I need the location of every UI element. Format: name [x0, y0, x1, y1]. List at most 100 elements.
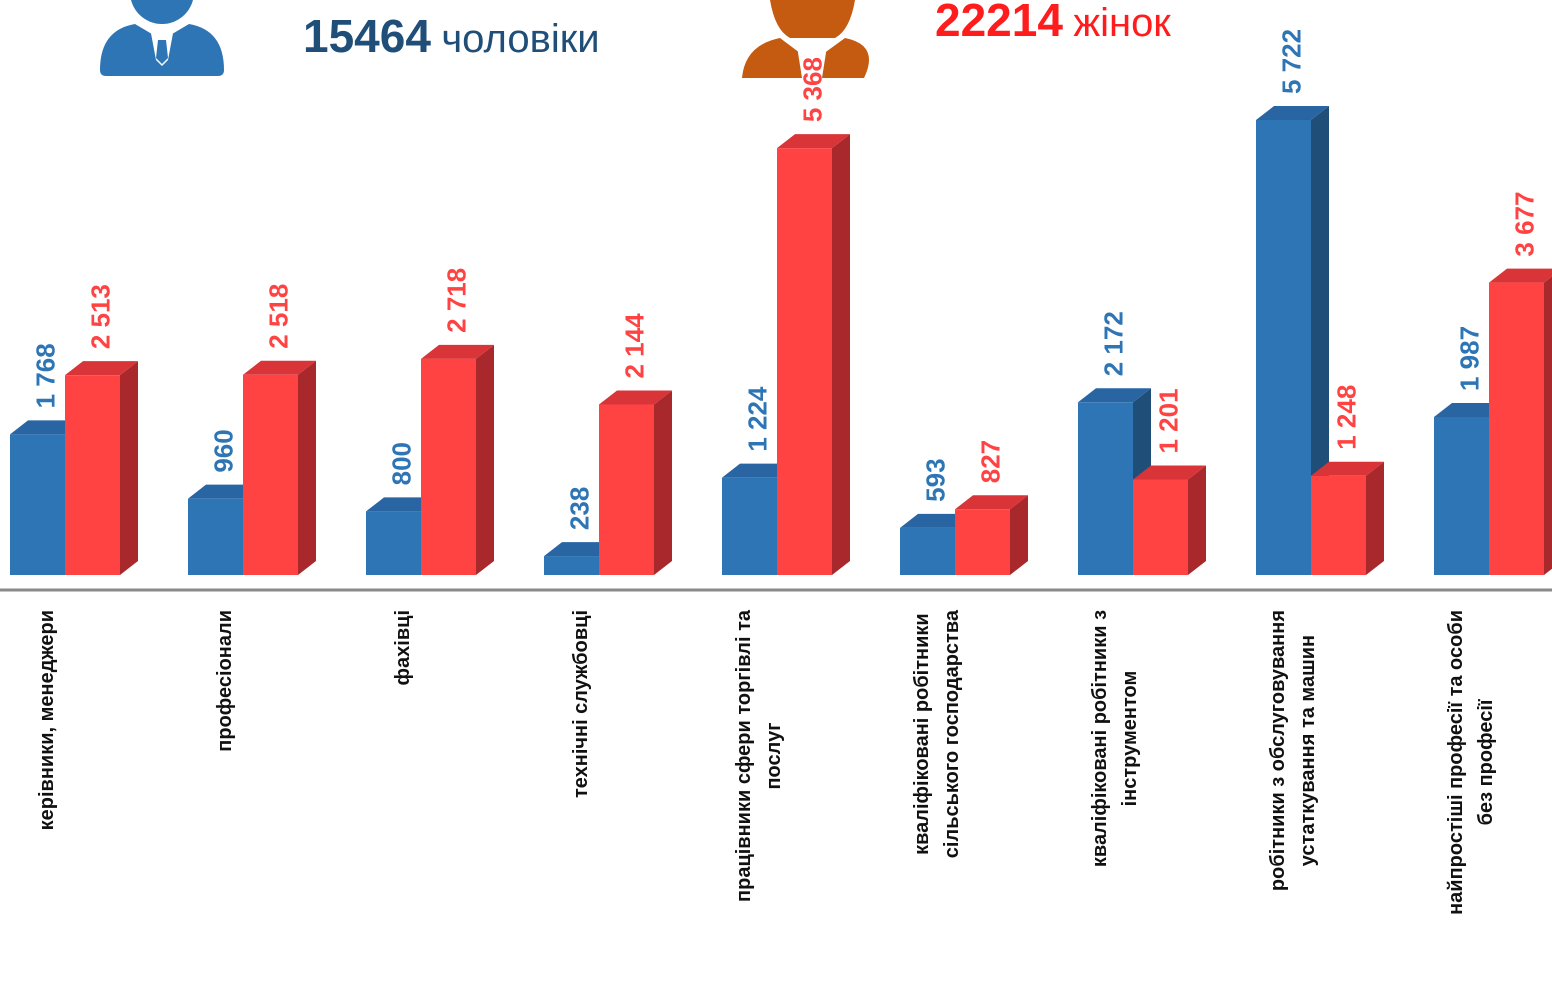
x-tick-label: кваліфіковані робітники з інструментом [1089, 610, 1141, 867]
bar-front [421, 358, 476, 575]
women-total: 22214 [935, 0, 1063, 46]
value-label: 2 518 [264, 284, 294, 349]
bar-side [1188, 465, 1206, 575]
bar-top [777, 134, 850, 149]
bar-top [1434, 402, 1507, 417]
bar-top [722, 463, 795, 478]
bar-front [1434, 416, 1489, 575]
bar-top [65, 361, 138, 376]
bar [777, 134, 850, 576]
x-tick-label: технічні службовці [570, 610, 592, 798]
x-tick-label-line: керівники, менеджери [36, 610, 58, 830]
x-tick-label-line: кваліфіковані робітники з [1089, 610, 1111, 867]
bar [1311, 461, 1384, 575]
bar-top [1078, 388, 1151, 403]
x-tick-label-line: працівники сфери торгівлі та [733, 609, 755, 902]
bar-side [298, 360, 316, 575]
value-label: 5 368 [798, 57, 828, 122]
value-label: 5 722 [1277, 29, 1307, 94]
bar [65, 361, 138, 575]
bar-front [1489, 282, 1544, 575]
bar-top [900, 513, 973, 528]
value-label: 2 718 [442, 268, 472, 333]
bar [599, 390, 672, 575]
bar-front [777, 148, 832, 576]
value-label: 1 224 [743, 386, 773, 452]
bar-front [599, 404, 654, 575]
woman-icon [742, 0, 870, 78]
value-label: 593 [921, 458, 951, 501]
x-tick-label-line: робітники з обслуговування [1267, 610, 1289, 891]
x-tick-label-line: кваліфіковані робітники [911, 613, 933, 855]
bar-front [1311, 475, 1366, 575]
bar-front [366, 511, 421, 575]
bar-top [1256, 106, 1329, 120]
bar-top [955, 495, 1028, 510]
value-label: 960 [209, 429, 239, 472]
x-tick-label-line: професіонали [214, 610, 236, 752]
x-tick-label: робітники з обслуговування устаткування т… [1267, 610, 1319, 891]
bar [1489, 268, 1552, 575]
legend-label: чоловіки [441, 17, 599, 61]
bar-front [65, 375, 120, 575]
bar [1256, 106, 1329, 575]
bar-top [243, 360, 316, 375]
value-label: 1 768 [31, 343, 61, 408]
x-tick-label-line: без професії [1475, 699, 1497, 825]
x-tick-label-line: інструментом [1119, 671, 1141, 807]
x-tick-label: працівники сфери торгівлі та послуг [733, 609, 785, 902]
x-tick-label-line: послуг [763, 722, 785, 789]
bar-front [1078, 402, 1133, 575]
value-label: 1 248 [1332, 385, 1362, 450]
chart-area [10, 106, 1552, 576]
bar-front [188, 498, 243, 575]
bar-front [544, 556, 599, 575]
x-tick-label-line: найпростіші професії та особи [1445, 610, 1467, 915]
x-tick-label-line: технічні службовці [570, 610, 592, 798]
x-tick-label: кваліфіковані робітники сільського господ… [911, 609, 963, 858]
value-label: 1 987 [1455, 326, 1485, 391]
bar-front [955, 509, 1010, 575]
bar-top [421, 344, 494, 359]
value-label: 2 513 [86, 284, 116, 349]
bar-side [476, 344, 494, 575]
bar-top [1133, 465, 1206, 480]
bar-side [832, 134, 850, 576]
bar-side [1366, 461, 1384, 575]
bar-side [1010, 495, 1028, 575]
bar-top [188, 484, 261, 499]
x-tick-label-line: фахівці [392, 610, 414, 685]
bar-side [120, 361, 138, 575]
bar [243, 360, 316, 575]
bar-side [654, 390, 672, 575]
bar-side [1544, 276, 1552, 575]
x-tick-label: керівники, менеджери [36, 610, 58, 830]
x-tick-label-line: устаткування та машин [1297, 635, 1319, 866]
value-label: 2 144 [620, 313, 650, 379]
value-label: 827 [976, 440, 1006, 483]
value-label: 1 201 [1154, 388, 1184, 453]
x-tick-label: фахівці [392, 610, 414, 685]
legend-label: жінок [1073, 1, 1171, 45]
bar [1133, 465, 1206, 575]
bar-top [1311, 461, 1384, 476]
value-label: 3 677 [1510, 192, 1540, 257]
x-tick-label: найпростіші професії та особи без професі… [1445, 610, 1497, 915]
bar [421, 344, 494, 575]
bar-front [900, 527, 955, 575]
bar-front [1256, 120, 1311, 575]
bar-top [599, 390, 672, 405]
bar-front [10, 434, 65, 575]
bar-top [10, 420, 83, 435]
bar-front [1133, 479, 1188, 575]
bar-top [544, 542, 617, 557]
bar [955, 495, 1028, 575]
man-icon [100, 0, 224, 76]
bar-front [243, 374, 298, 575]
value-label: 2 172 [1099, 311, 1129, 376]
bar-top [366, 497, 439, 512]
x-tick-label: професіонали [214, 610, 236, 752]
x-tick-label-line: сільського господарства [941, 609, 963, 858]
